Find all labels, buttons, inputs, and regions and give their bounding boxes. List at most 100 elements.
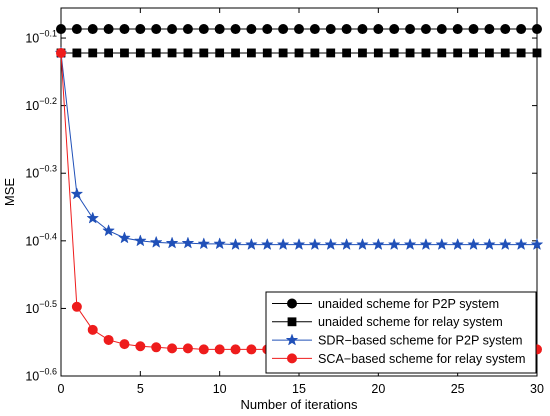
unaided-scheme-for-p2p-system-point <box>468 24 479 35</box>
unaided-scheme-for-relay-system-point <box>294 48 304 58</box>
y-tick-label-exponent: −0.4 <box>39 231 57 241</box>
sdr-based-scheme-for-p2p-system-point <box>467 238 480 250</box>
legend-entry: unaided scheme for relay system <box>272 315 503 329</box>
unaided-scheme-for-relay-system-point <box>389 48 399 58</box>
sca-based-scheme-for-relay-system-point <box>71 301 82 312</box>
sdr-based-scheme-for-p2p-system-point <box>118 231 131 243</box>
unaided-scheme-for-relay-system-point <box>183 48 193 58</box>
unaided-scheme-for-p2p-system-point <box>341 24 352 35</box>
y-tick-label-base: 10 <box>25 370 39 384</box>
sca-based-scheme-for-relay-system-point <box>246 344 257 355</box>
sdr-based-scheme-for-p2p-system-point <box>86 212 99 224</box>
sca-based-scheme-for-relay-system-point <box>87 324 98 335</box>
sdr-based-scheme-for-p2p-system-point <box>324 238 337 250</box>
legend-marker <box>286 298 297 309</box>
sdr-based-scheme-for-p2p-system-point <box>261 238 274 250</box>
y-tick-label: 10−0.3 <box>25 164 57 181</box>
unaided-scheme-for-p2p-system-point <box>103 24 114 35</box>
sca-based-scheme-for-relay-system-point <box>214 344 225 355</box>
sdr-based-scheme-for-p2p-system-point <box>356 238 369 250</box>
y-tick-label: 10−0.5 <box>25 299 57 316</box>
unaided-scheme-for-p2p-system-point <box>420 24 431 35</box>
unaided-scheme-for-relay-system-point <box>469 48 478 58</box>
unaided-scheme-for-p2p-system-point <box>214 24 225 35</box>
unaided-scheme-for-p2p-system-point <box>151 24 162 35</box>
sdr-based-scheme-for-p2p-system-point <box>309 238 321 250</box>
unaided-scheme-for-relay-system-point <box>532 48 542 58</box>
legend: unaided scheme for P2P system unaided sch… <box>265 291 537 374</box>
unaided-scheme-for-relay-system-point <box>310 48 320 58</box>
unaided-scheme-for-relay-system-point <box>135 48 145 58</box>
unaided-scheme-for-relay-system-point <box>167 48 177 58</box>
legend-marker <box>286 353 297 364</box>
sdr-based-scheme-for-p2p-system-point <box>150 236 163 248</box>
unaided-scheme-for-relay-system-point <box>405 48 415 58</box>
x-tick-label: 10 <box>213 382 227 396</box>
sdr-based-scheme-for-p2p-system-series <box>55 46 543 250</box>
unaided-scheme-for-p2p-system-point <box>484 24 495 35</box>
legend-box <box>265 291 537 374</box>
unaided-scheme-for-p2p-system-point <box>373 24 384 35</box>
sdr-based-scheme-for-p2p-system-point <box>420 238 432 250</box>
sdr-based-scheme-for-p2p-system-point <box>197 237 210 249</box>
x-tick-label: 5 <box>137 382 144 396</box>
sdr-based-scheme-for-p2p-system-point <box>372 238 385 250</box>
legend-label: SCA−based scheme for relay system <box>318 352 526 366</box>
unaided-scheme-for-p2p-system-point <box>452 24 463 35</box>
unaided-scheme-for-relay-system-point <box>437 48 447 58</box>
sca-based-scheme-for-relay-system-point <box>151 342 162 353</box>
y-tick-label-exponent: −0.2 <box>39 96 57 106</box>
unaided-scheme-for-relay-system-point <box>151 48 161 58</box>
x-tick-label: 25 <box>451 382 465 396</box>
sdr-based-scheme-for-p2p-system-point <box>182 237 194 249</box>
legend-label: unaided scheme for relay system <box>318 315 503 329</box>
unaided-scheme-for-p2p-system-point <box>293 24 304 35</box>
sdr-based-scheme-for-p2p-system-point <box>340 238 353 250</box>
unaided-scheme-for-relay-system-point <box>278 48 288 58</box>
y-axis-label: MSE <box>2 178 17 207</box>
sdr-based-scheme-for-p2p-system-point <box>213 237 226 249</box>
sdr-based-scheme-for-p2p-system-point <box>134 234 147 246</box>
unaided-scheme-for-relay-system-point <box>231 48 240 58</box>
x-tick-label: 15 <box>292 382 306 396</box>
sca-based-scheme-for-relay-system-point <box>182 343 193 354</box>
axis-ticks: 0 5 10 15 20 25 3010−0.110−0.210−0.310−0.410−0… <box>25 8 544 396</box>
sdr-based-scheme-for-p2p-system-point <box>515 238 527 250</box>
unaided-scheme-for-relay-system-point <box>326 48 336 58</box>
unaided-scheme-for-p2p-system-point <box>182 24 193 35</box>
unaided-scheme-for-p2p-system-point <box>87 24 98 35</box>
unaided-scheme-for-p2p-system-point <box>198 24 209 35</box>
unaided-scheme-for-relay-system-point <box>358 48 367 58</box>
unaided-scheme-for-p2p-system-point <box>135 24 146 35</box>
unaided-scheme-for-relay-system-point <box>215 48 225 58</box>
unaided-scheme-for-p2p-system-series <box>56 24 543 35</box>
sca-based-scheme-for-relay-system-point <box>167 343 178 354</box>
legend-marker <box>287 317 297 327</box>
unaided-scheme-for-relay-system-point <box>72 48 82 58</box>
y-tick-label: 10−0.1 <box>25 29 57 46</box>
unaided-scheme-for-relay-system-point <box>104 48 113 58</box>
unaided-scheme-for-p2p-system-point <box>71 24 82 35</box>
unaided-scheme-for-p2p-system-point <box>278 24 289 35</box>
unaided-scheme-for-relay-system-point <box>246 48 256 58</box>
unaided-scheme-for-p2p-system-point <box>119 24 130 35</box>
sca-based-scheme-for-relay-system-point <box>56 47 67 58</box>
y-tick-label-base: 10 <box>25 99 39 113</box>
unaided-scheme-for-p2p-system-point <box>56 24 67 35</box>
unaided-scheme-for-relay-system-point <box>88 48 98 58</box>
unaided-scheme-for-relay-system-point <box>120 48 129 58</box>
unaided-scheme-for-p2p-system-point <box>405 24 416 35</box>
y-tick-label: 10−0.4 <box>25 231 57 248</box>
sdr-based-scheme-for-p2p-system-point <box>388 238 401 250</box>
sdr-based-scheme-for-p2p-system-point <box>483 238 496 250</box>
unaided-scheme-for-p2p-system-point <box>246 24 257 35</box>
legend-label: SDR−based scheme for P2P system <box>318 334 523 348</box>
unaided-scheme-for-relay-system-point <box>484 48 494 58</box>
unaided-scheme-for-p2p-system-point <box>500 24 511 35</box>
sca-based-scheme-for-relay-system-point <box>103 334 114 345</box>
unaided-scheme-for-relay-system-point <box>199 48 209 58</box>
unaided-scheme-for-relay-system-point <box>500 48 510 58</box>
legend-label: unaided scheme for P2P system <box>318 297 499 311</box>
sdr-based-scheme-for-p2p-system-point <box>293 238 305 250</box>
